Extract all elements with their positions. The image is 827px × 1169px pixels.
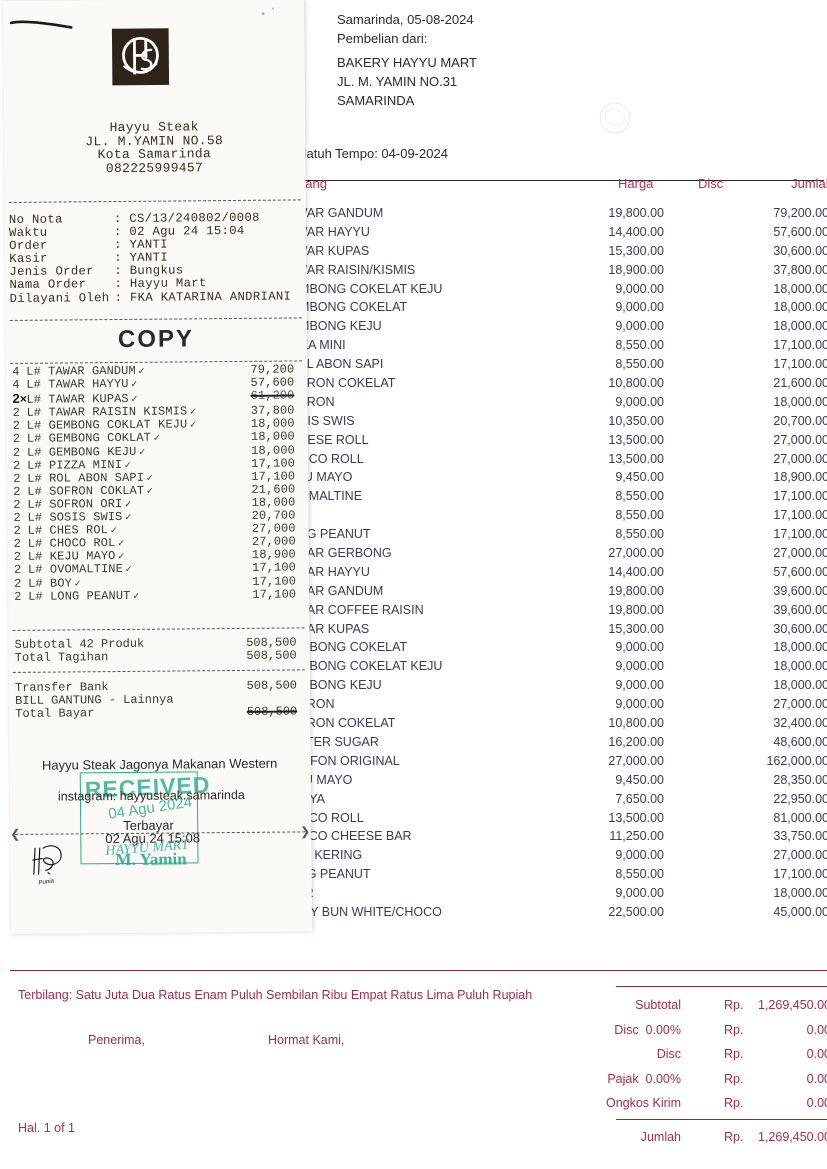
- svg-text:Punia: Punia: [38, 877, 55, 886]
